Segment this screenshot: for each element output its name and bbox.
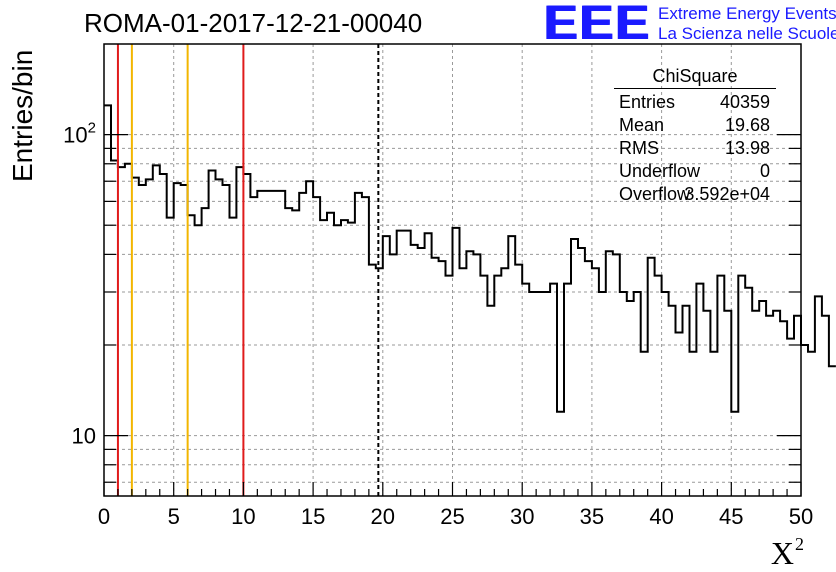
logo-line-2: La Scienza nelle Scuole bbox=[658, 24, 836, 43]
histogram-line bbox=[104, 104, 836, 413]
y-tick-label: 102 bbox=[63, 120, 96, 148]
x-tick-label: 35 bbox=[580, 504, 604, 529]
x-tick-label: 5 bbox=[168, 504, 180, 529]
x-tick-label: 45 bbox=[719, 504, 743, 529]
stats-title: ChiSquare bbox=[614, 66, 776, 89]
x-tick-label: 20 bbox=[371, 504, 395, 529]
y-axis-label: Entries/bin bbox=[7, 49, 38, 182]
stats-row-entries: Entries 40359 bbox=[614, 91, 776, 114]
x-tick-label: 15 bbox=[301, 504, 325, 529]
x-tick-label: 50 bbox=[789, 504, 813, 529]
stats-row-underflow: Underflow 0 bbox=[614, 160, 776, 183]
stats-value: 3.592e+04 bbox=[684, 184, 770, 204]
x-axis-label-exponent: 2 bbox=[795, 534, 804, 554]
stats-value: 19.68 bbox=[724, 115, 770, 135]
stats-box: ChiSquare Entries 40359 Mean 19.68 RMS 1… bbox=[614, 66, 776, 206]
x-tick-label: 10 bbox=[231, 504, 255, 529]
stats-value: 13.98 bbox=[724, 138, 770, 158]
stats-key: Overflow bbox=[619, 184, 691, 204]
x-tick-label: 25 bbox=[440, 504, 464, 529]
stats-key: RMS bbox=[619, 138, 659, 158]
stats-key: Underflow bbox=[619, 161, 701, 181]
eee-logo: EEE Extreme Energy Events La Scienza nel… bbox=[544, 0, 836, 50]
eee-logo-text: Extreme Energy Events La Scienza nelle S… bbox=[658, 4, 836, 44]
run-title: ROMA-01-2017-12-21-00040 bbox=[84, 8, 423, 38]
x-tick-label: 30 bbox=[510, 504, 534, 529]
stats-row-mean: Mean 19.68 bbox=[614, 114, 776, 137]
logo-line-1: Extreme Energy Events bbox=[658, 4, 836, 23]
x-axis-label-base: X bbox=[770, 535, 794, 571]
stats-key: Mean bbox=[619, 115, 665, 135]
y-tick-label-exponent: 2 bbox=[88, 120, 96, 137]
stats-row-rms: RMS 13.98 bbox=[614, 137, 776, 160]
stats-row-overflow: Overflow 3.592e+04 bbox=[614, 183, 776, 206]
x-tick-label: 40 bbox=[649, 504, 673, 529]
stats-value: 40359 bbox=[719, 92, 770, 112]
stats-key: Entries bbox=[619, 92, 676, 112]
y-tick-label-base: 10 bbox=[72, 424, 96, 449]
x-tick-label: 0 bbox=[98, 504, 110, 529]
y-tick-label: 10 bbox=[72, 424, 96, 449]
stats-value: 0 bbox=[759, 161, 770, 181]
eee-logo-mark: EEE bbox=[544, 0, 652, 50]
y-tick-label-base: 10 bbox=[63, 123, 87, 148]
x-axis-label: X2 bbox=[771, 534, 804, 572]
